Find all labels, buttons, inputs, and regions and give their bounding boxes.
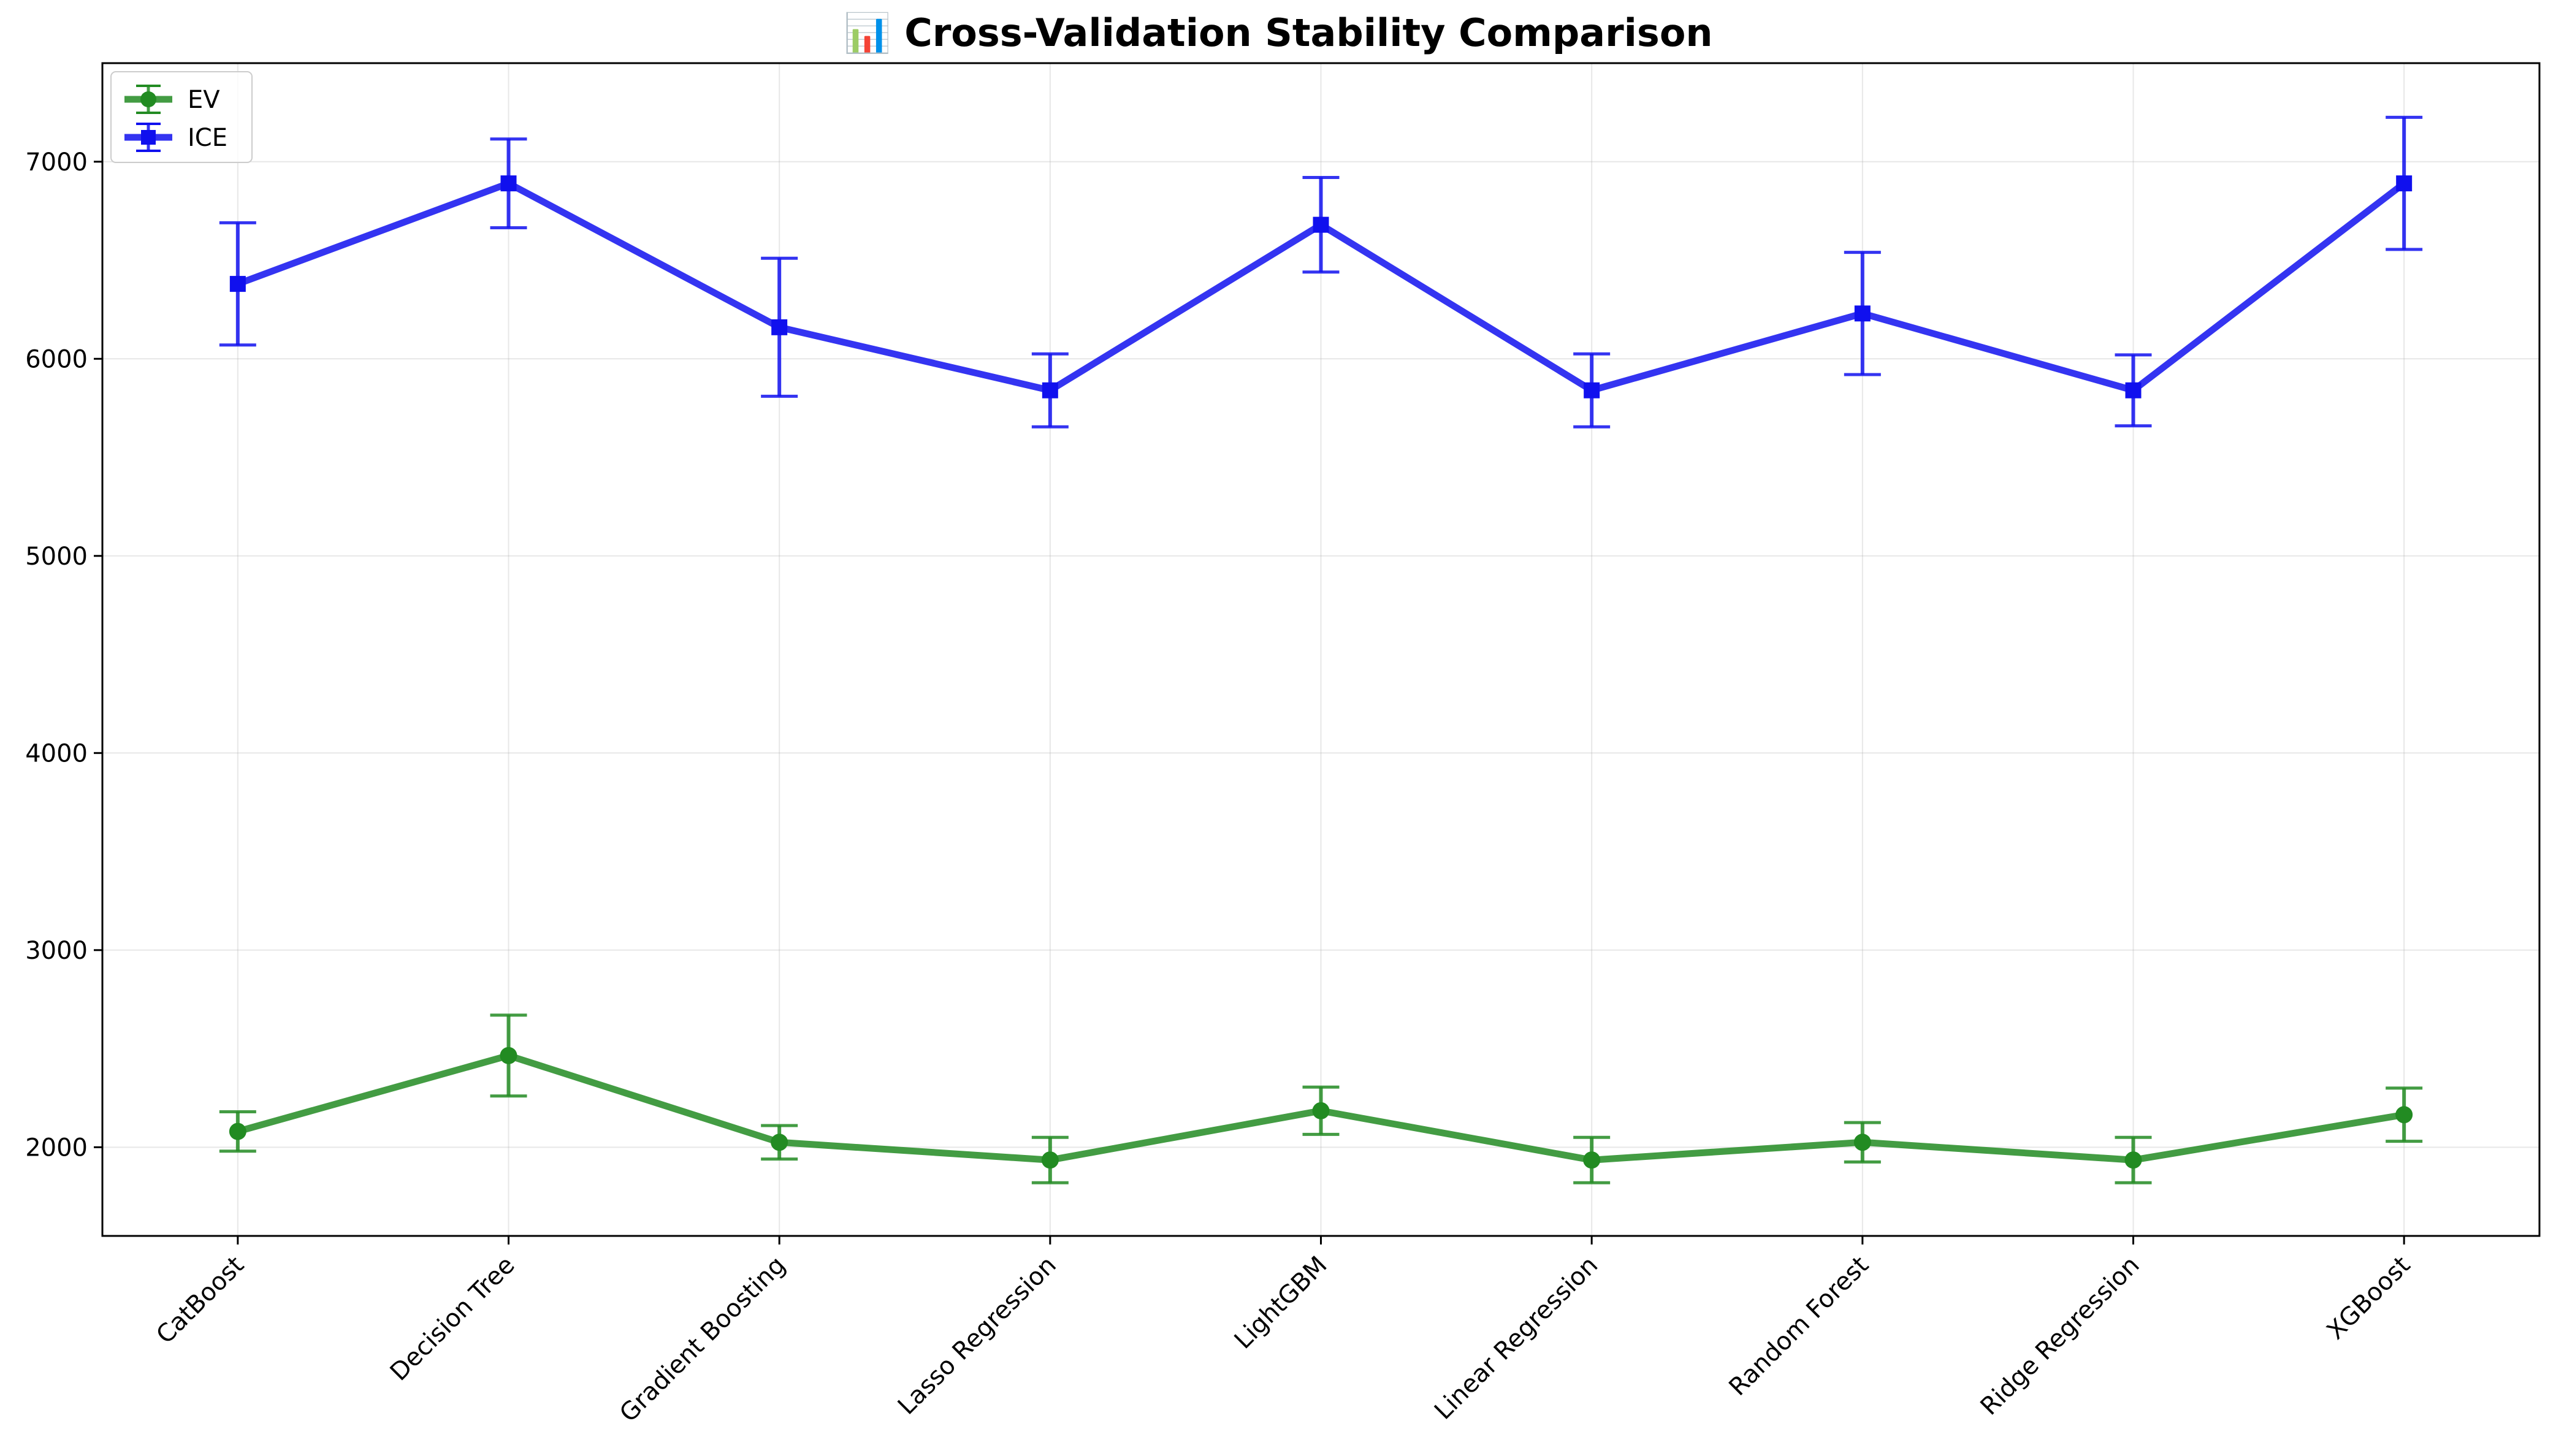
y-tick-label: 4000 xyxy=(25,739,88,768)
plot-frame xyxy=(101,62,2541,1237)
data-point xyxy=(1313,216,1329,233)
data-point xyxy=(1312,1102,1330,1119)
y-tick-label: 6000 xyxy=(25,345,88,373)
y-tick-label: 5000 xyxy=(25,543,88,571)
data-point xyxy=(1584,382,1600,398)
series-ev xyxy=(219,1013,2423,1184)
data-point xyxy=(229,276,246,292)
data-point xyxy=(2124,1151,2142,1169)
x-tick-label: Decision Tree xyxy=(385,1251,521,1387)
legend-label: EV xyxy=(188,86,220,114)
data-point xyxy=(500,1046,517,1064)
data-point xyxy=(2395,1106,2413,1124)
x-tick-label: Linear Regression xyxy=(1429,1251,1603,1425)
y-tick-label: 7000 xyxy=(25,148,88,177)
data-point xyxy=(500,175,517,192)
x-tick-label: CatBoost xyxy=(151,1251,250,1350)
data-point xyxy=(1583,1151,1601,1169)
data-point xyxy=(1853,1134,1871,1151)
legend-swatch-marker xyxy=(141,130,156,145)
y-tick-label: 2000 xyxy=(25,1134,88,1162)
series-ice xyxy=(219,115,2423,429)
x-tick-label: XGBoost xyxy=(2322,1251,2416,1346)
data-point xyxy=(1042,382,1058,398)
legend-box xyxy=(110,71,253,163)
legend-swatch-marker xyxy=(140,91,156,107)
data-point xyxy=(2396,175,2413,192)
data-point xyxy=(1854,305,1871,322)
x-tick-label: LightGBM xyxy=(1229,1251,1333,1355)
data-point xyxy=(229,1122,246,1140)
x-tick-label: Ridge Regression xyxy=(1975,1251,2145,1421)
data-point xyxy=(1041,1151,1059,1169)
x-tick-label: Lasso Regression xyxy=(893,1251,1062,1420)
legend: EV ICE xyxy=(110,71,253,163)
x-tick-label: Random Forest xyxy=(1723,1251,1874,1401)
series-layer xyxy=(219,115,2423,1184)
x-tick-label: Gradient Boosting xyxy=(614,1251,791,1428)
data-point xyxy=(771,319,788,335)
chart-title: 📊 Cross-Validation Stability Comparison xyxy=(844,10,1712,55)
data-point xyxy=(2125,382,2142,398)
data-point xyxy=(771,1134,788,1151)
axis-layer: CatBoost Decision Tree Gradient Boosting La… xyxy=(25,62,2541,1428)
y-tick-label: 3000 xyxy=(25,937,88,965)
legend-label: ICE xyxy=(188,124,227,152)
